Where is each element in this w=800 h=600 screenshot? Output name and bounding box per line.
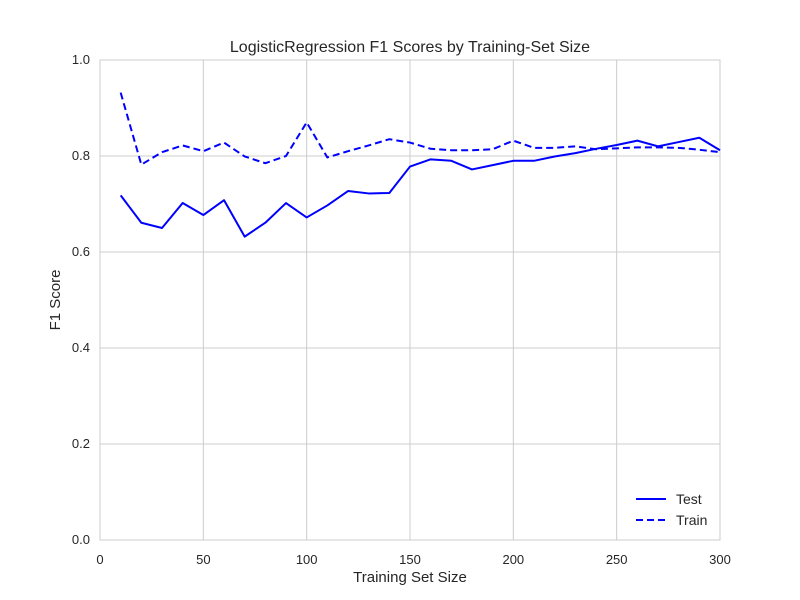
series-layer — [119, 92, 721, 238]
y-axis-title: F1 Score — [47, 270, 64, 331]
series-line-train — [119, 92, 721, 166]
y-tick-label: 1.0 — [72, 52, 90, 67]
y-tick-labels: 0.0 0.2 0.4 0.6 0.8 1.0 — [72, 52, 90, 547]
x-tick-label: 300 — [709, 552, 731, 567]
x-tick-label: 200 — [502, 552, 524, 567]
y-tick-label: 0.6 — [72, 244, 90, 259]
x-tick-label: 50 — [196, 552, 210, 567]
y-tick-label: 0.2 — [72, 436, 90, 451]
plot-frame — [99, 59, 721, 541]
y-tick-label: 0.4 — [72, 340, 90, 355]
y-tick-label: 0.8 — [72, 148, 90, 163]
x-tick-label: 150 — [399, 552, 421, 567]
legend: Test Train — [636, 491, 707, 528]
x-tick-label: 0 — [96, 552, 103, 567]
y-tick-label: 0.0 — [72, 532, 90, 547]
series-line-test — [119, 136, 721, 238]
x-tick-labels: 0 50 100 150 200 250 300 — [96, 552, 730, 567]
legend-label-train: Train — [676, 512, 707, 528]
chart-title: LogisticRegression F1 Scores by Training… — [230, 39, 590, 56]
x-tick-label: 250 — [606, 552, 628, 567]
legend-label-test: Test — [676, 491, 702, 507]
x-axis-title: Training Set Size — [353, 569, 467, 586]
x-tick-label: 100 — [296, 552, 318, 567]
